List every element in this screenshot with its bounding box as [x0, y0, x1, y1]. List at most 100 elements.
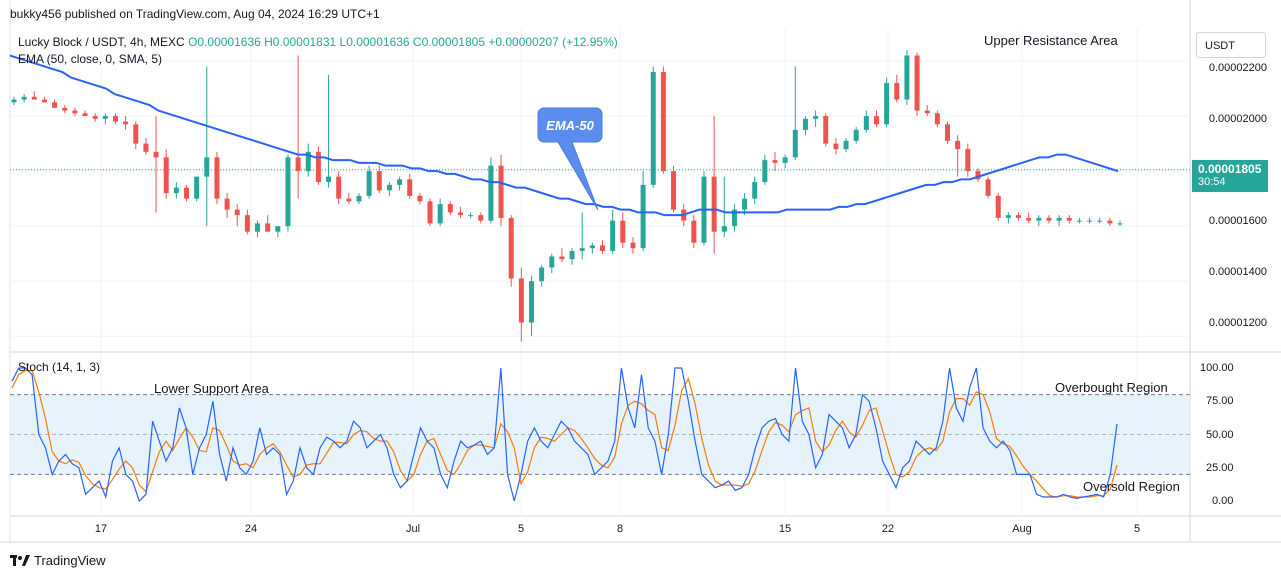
ema-callout: EMA-50 [537, 107, 603, 211]
date-tick: 15 [778, 523, 792, 535]
candle-body [1107, 220, 1113, 224]
candle-body [427, 201, 433, 224]
date-tick: 8 [616, 523, 624, 535]
candle-body [782, 157, 788, 163]
upper-resistance-label: Upper Resistance Area [984, 33, 1118, 48]
lower-support-label: Lower Support Area [154, 381, 269, 396]
candle-body [904, 55, 910, 100]
candle-body [914, 55, 920, 111]
candle-body [985, 179, 991, 196]
candle-body [52, 102, 58, 108]
candle-body [407, 179, 413, 196]
candle-body [265, 223, 271, 232]
candle-body [244, 215, 250, 232]
candle-body [792, 129, 798, 158]
candle-body [691, 220, 697, 243]
candle-body [194, 176, 200, 199]
candle-body [1066, 217, 1072, 221]
candle-body [1076, 220, 1082, 222]
candle-body [295, 157, 301, 172]
candle-body [82, 113, 88, 117]
candle-body [275, 226, 281, 232]
candle-body [133, 124, 139, 144]
candle-body [589, 245, 595, 249]
stoch-tick: 50.00 [1206, 429, 1234, 441]
last-price-badge: 0.00001805 30:54 [1192, 160, 1268, 192]
candle-body [772, 160, 778, 163]
candle-body [305, 151, 311, 172]
candle-body [11, 99, 17, 103]
candle-body [1005, 215, 1011, 218]
stoch-legend: Stoch (14, 1, 3) [18, 360, 101, 374]
candle-body [711, 176, 717, 232]
candle-body [457, 212, 463, 216]
currency-button[interactable]: USDT [1196, 32, 1266, 58]
candle-body [102, 116, 108, 119]
published-caption: bukky456 published on TradingView.com, A… [10, 7, 380, 21]
stoch-k-line [11, 367, 1118, 503]
price-tick: 0.00001200 [1208, 317, 1267, 329]
candle-body [640, 184, 646, 249]
candle-body [336, 176, 342, 199]
candle-body [498, 165, 504, 218]
candle-body [153, 151, 159, 158]
candle-body [610, 220, 616, 251]
candle-body [518, 278, 524, 323]
date-tick: 22 [881, 523, 895, 535]
date-tick: 24 [244, 523, 258, 535]
stoch-d-line [11, 370, 1118, 498]
candle-body [346, 198, 352, 202]
ema-legend: EMA (50, close, 0, SMA, 5) [18, 52, 163, 66]
candle-body [620, 220, 626, 243]
candle-body [72, 110, 78, 114]
candle-body [802, 118, 808, 130]
oversold-label: Oversold Region [1083, 479, 1180, 494]
candle-body [600, 245, 606, 251]
candle-body [752, 182, 758, 199]
candle-body [285, 157, 291, 227]
stoch-tick: 0.00 [1212, 495, 1234, 507]
candle-body [123, 121, 129, 125]
price-tick: 0.00001400 [1208, 266, 1267, 278]
last-price: 0.00001805 [1198, 162, 1262, 176]
candle-body [884, 83, 890, 125]
candle-body [671, 171, 677, 210]
candle-body [833, 143, 839, 150]
candle-body [975, 171, 981, 180]
candle-body [945, 124, 951, 141]
candle-body [630, 242, 636, 249]
candle-body [1026, 217, 1032, 221]
candle-body [1036, 217, 1042, 221]
ohlc-values: O0.00001636 H0.00001831 L0.00001636 C0.0… [188, 35, 618, 49]
candle-body [853, 129, 859, 141]
candle-body [1016, 215, 1022, 218]
candle-body [1097, 220, 1103, 222]
candle-body [417, 195, 423, 202]
candle-body [508, 217, 514, 279]
candle-body [559, 256, 565, 260]
candle-body [163, 157, 169, 194]
candle-body [1056, 217, 1062, 221]
date-tick: 17 [94, 523, 108, 535]
candle-body [843, 140, 849, 150]
candle-body [823, 116, 829, 144]
candle-body [315, 151, 321, 183]
candle-body [721, 226, 727, 232]
candle-body [813, 116, 819, 119]
candle-body [965, 149, 971, 172]
candle-body [955, 140, 961, 150]
price-tick: 0.00001600 [1208, 215, 1267, 227]
candle-body [62, 107, 68, 111]
tradingview-logo[interactable]: TradingView [10, 553, 106, 568]
ema-line [9, 54, 1119, 217]
candle-body [863, 116, 869, 130]
candle-body [214, 157, 220, 199]
candle-body [650, 72, 656, 185]
candle-body [326, 176, 332, 183]
price-tick: 0.00002200 [1208, 62, 1267, 74]
candle-body [995, 195, 1001, 218]
candle-body [1046, 217, 1052, 221]
candle-body [924, 110, 930, 114]
candle-body [204, 157, 210, 177]
